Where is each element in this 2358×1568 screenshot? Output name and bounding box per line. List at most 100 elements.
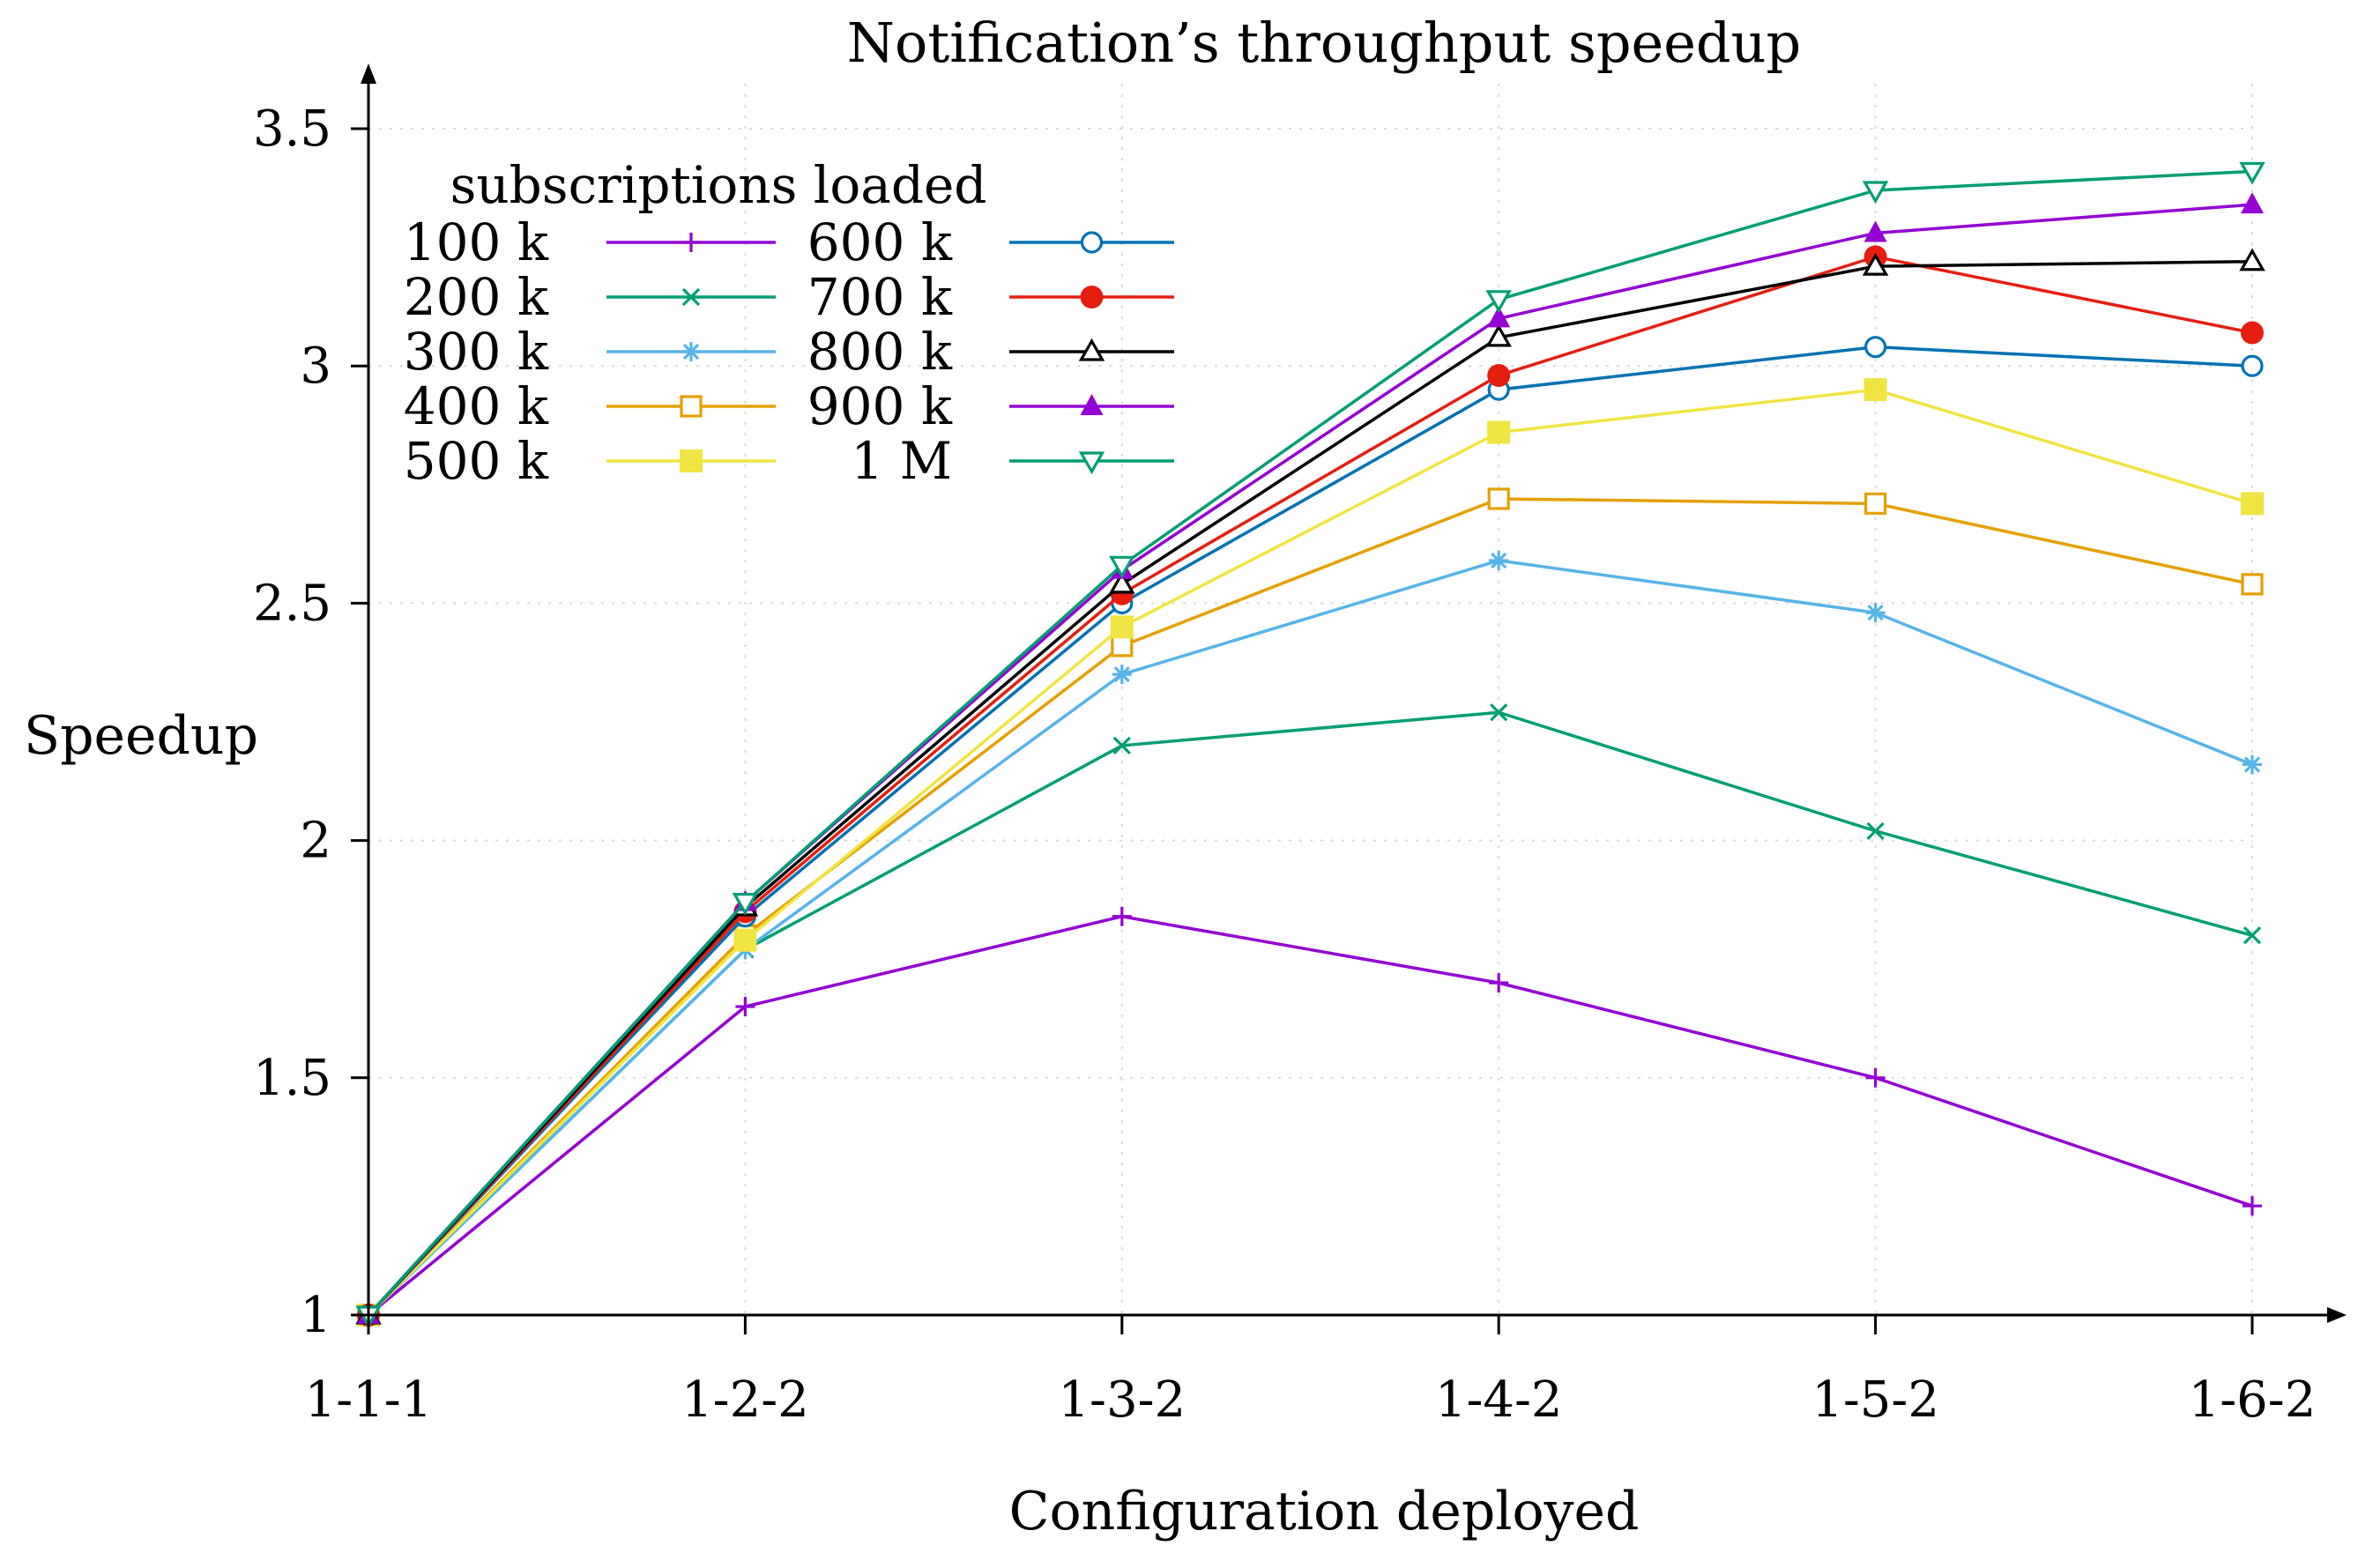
series-100-k (359, 906, 2262, 1325)
data-point (2243, 926, 2262, 945)
data-point (1485, 290, 1512, 314)
legend-entry: 900 k (807, 376, 1174, 436)
series-line (367, 255, 2253, 1317)
legend-marker (681, 342, 701, 361)
series-line (367, 260, 2253, 1317)
data-point (1863, 220, 1887, 242)
y-axis-arrow (361, 63, 376, 84)
legend-entry: 300 k (404, 322, 776, 382)
legend-entry: 1 M (851, 431, 1174, 491)
y-tick-label: 2 (300, 813, 331, 870)
data-point (1864, 336, 1887, 359)
x-axis-arrow (2327, 1307, 2347, 1323)
data-point (1487, 487, 1510, 510)
series-1-m (355, 161, 2265, 1329)
data-point (1487, 306, 1511, 328)
x-tick-label: 1-6-2 (2189, 1371, 2317, 1429)
legend-label: 800 k (807, 322, 953, 382)
y-tick-label: 1.5 (253, 1050, 331, 1107)
data-point (1866, 821, 1885, 840)
data-point (1864, 492, 1887, 515)
x-tick-label: 1-3-2 (1058, 1371, 1186, 1429)
data-point (1489, 550, 1509, 570)
data-point (1490, 703, 1508, 722)
data-point (1862, 252, 1889, 276)
x-tick-label: 1-2-2 (681, 1371, 809, 1429)
legend-entry: 500 k (404, 431, 776, 491)
legend-entry: 800 k (807, 322, 1174, 382)
data-point (732, 892, 759, 916)
labels: Notification’s throughput speedup Config… (24, 11, 2316, 1542)
y-axis-title: Speedup (24, 705, 258, 767)
legend-marker (1078, 338, 1105, 361)
legend-label: 700 k (807, 267, 953, 327)
series-300-k (359, 550, 2262, 1325)
data-point (2243, 1196, 2262, 1216)
legend-marker (1080, 286, 1104, 308)
legend-entry: 200 k (404, 267, 776, 327)
legend-marker (680, 395, 703, 418)
axes (351, 63, 2347, 1334)
y-tick-label: 1 (300, 1287, 331, 1344)
y-tick-label: 3 (300, 338, 331, 395)
legend-label: 100 k (404, 212, 549, 272)
legend-marker (681, 233, 701, 252)
legend-entry: 100 k (404, 212, 776, 272)
legend-marker (680, 450, 703, 472)
legend-label: 200 k (404, 267, 549, 327)
x-tick-label: 1-1-1 (305, 1371, 433, 1429)
data-point (1865, 1067, 1886, 1088)
legend-entry: 600 k (807, 212, 1174, 272)
data-point (733, 928, 757, 952)
data-point (1110, 615, 1134, 639)
series-layer (355, 161, 2265, 1329)
data-point (1489, 973, 1509, 993)
x-axis-title: Configuration deployed (1009, 1481, 1640, 1542)
legend-marker (681, 287, 701, 307)
legend-label: 900 k (807, 376, 953, 436)
legend-label: 400 k (404, 376, 549, 436)
data-point (1112, 736, 1131, 755)
x-tick-label: 1-5-2 (1811, 1371, 1939, 1429)
data-point (1863, 378, 1887, 402)
data-point (1109, 555, 1135, 579)
series-800-k (355, 248, 2265, 1325)
legend-label: 300 k (404, 322, 549, 382)
legend-marker (1080, 394, 1104, 415)
data-point (2241, 321, 2264, 345)
data-point (1487, 420, 1511, 444)
data-point (2239, 161, 2265, 185)
legend-label: 600 k (807, 212, 953, 272)
y-tick-label: 3.5 (253, 100, 331, 158)
series-900-k (357, 192, 2264, 1324)
data-point (1485, 323, 1512, 347)
data-point (1109, 570, 1135, 594)
series-400-k (357, 487, 2264, 1326)
data-point (1862, 181, 1889, 204)
legend-marker (1078, 451, 1105, 475)
series-line (367, 559, 2253, 1317)
legend-title: subscriptions loaded (450, 155, 987, 215)
data-point (1865, 603, 1886, 623)
series-line (367, 914, 2253, 1317)
legend-marker (1080, 231, 1104, 254)
data-point (2241, 192, 2264, 214)
x-tick-label: 1-4-2 (1435, 1371, 1563, 1429)
series-line (367, 388, 2253, 1317)
data-point (735, 997, 755, 1017)
y-tick-label: 2.5 (253, 575, 331, 632)
legend-entry: 700 k (807, 267, 1174, 327)
series-500-k (357, 378, 2264, 1326)
series-line (367, 497, 2253, 1317)
data-point (2241, 492, 2264, 516)
data-point (1112, 665, 1132, 685)
legend-label: 1 M (851, 431, 952, 491)
series-line (367, 203, 2253, 1317)
grid (368, 84, 2253, 1316)
legend-entry: 400 k (404, 376, 776, 436)
data-point (1111, 635, 1134, 658)
series-line (367, 169, 2253, 1317)
